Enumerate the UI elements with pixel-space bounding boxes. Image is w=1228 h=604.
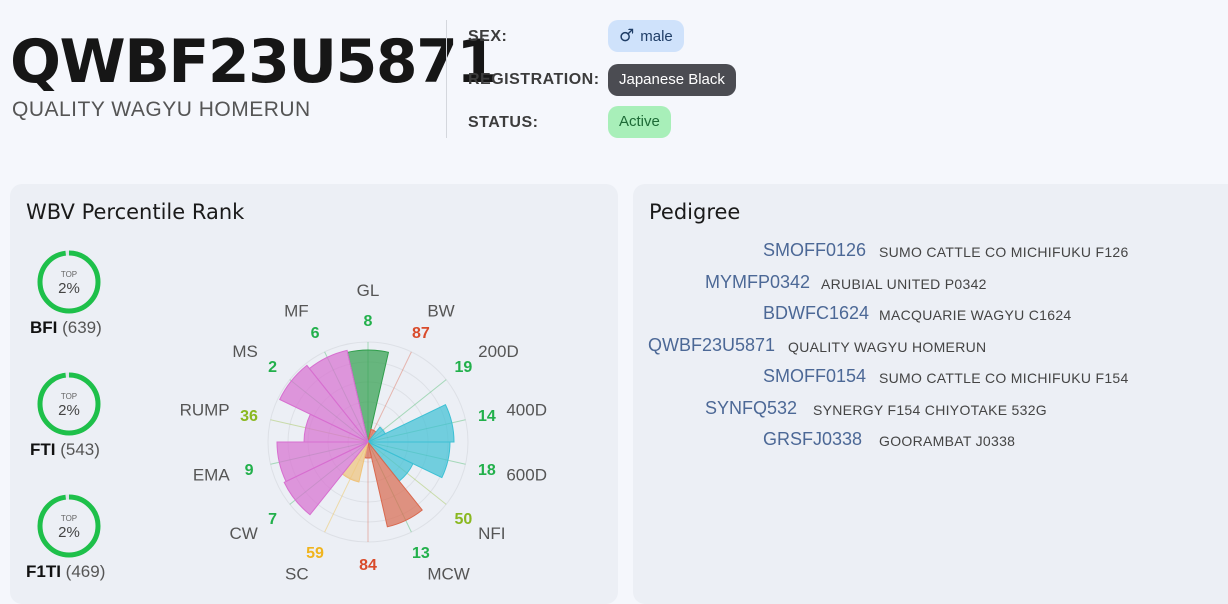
- pedigree-link[interactable]: BDWFC1624: [763, 303, 870, 323]
- radar-rank-ema: 9: [245, 462, 254, 479]
- pedigree-name: ARUBIAL UNITED P0342: [821, 276, 987, 292]
- pedigree-name: MACQUARIE WAGYU C1624: [879, 307, 1072, 323]
- index-caption: F1TI (469): [26, 562, 105, 582]
- radar-label-ema: EMA: [193, 465, 231, 484]
- index-value: (469): [60, 562, 106, 581]
- percentile-ring: TOP 2%: [35, 370, 103, 438]
- pedigree-name: SYNERGY F154 CHIYOTAKE 532G: [813, 402, 1048, 418]
- ring-top-label: TOP: [60, 392, 78, 401]
- radar-wedge-ms: [279, 364, 369, 443]
- radar-rank-mcw: 13: [412, 545, 430, 562]
- radar-rank-600d: 18: [478, 462, 496, 479]
- registration-label: REGISTRATION:: [468, 71, 600, 88]
- pedigree-link[interactable]: QWBF23U5871: [648, 335, 776, 355]
- pedigree-link[interactable]: MYMFP0342: [705, 272, 811, 292]
- pedigree-name: GOORAMBAT J0338: [879, 433, 1016, 449]
- radar-label-gl: GL: [357, 281, 380, 300]
- radar-rank-bw: 87: [412, 325, 430, 342]
- pedigree-link[interactable]: SYNFQ532: [705, 398, 798, 418]
- sex-value: male: [640, 28, 673, 45]
- radar-label-sc: SC: [285, 565, 309, 584]
- radar-rank-rump: 36: [240, 408, 258, 425]
- pedigree-link[interactable]: GRSFJ0338: [763, 429, 863, 449]
- pedigree-name: SUMO CATTLE CO MICHIFUKU F154: [879, 370, 1129, 386]
- ring-top-label: TOP: [60, 270, 78, 279]
- index-code: BFI: [30, 318, 58, 337]
- percentile-ring: TOP 2%: [35, 248, 103, 316]
- radar-label-ms: MS: [232, 342, 258, 361]
- ring-percent: 2%: [58, 524, 80, 541]
- pedigree-card-title: Pedigree: [649, 200, 741, 224]
- wbv-percentile-card: WBV Percentile Rank TOP 2% BFI (639) TOP 2% F…: [10, 184, 618, 604]
- radar-label-600d: 600D: [506, 465, 547, 484]
- wbv-card-title: WBV Percentile Rank: [26, 200, 245, 224]
- ring-percent: 2%: [58, 402, 80, 419]
- percentile-ring: TOP 2%: [35, 492, 103, 560]
- radar-label-mf: MF: [284, 301, 309, 320]
- radar-wedge-mf: [308, 349, 369, 443]
- index-value: (639): [57, 318, 102, 337]
- radar-rank-ms: 2: [268, 359, 277, 376]
- index-code: F1TI: [26, 562, 61, 581]
- animal-name-subtitle: QUALITY WAGYU HOMERUN: [12, 98, 311, 121]
- radar-label-nfi: NFI: [478, 524, 505, 543]
- status-label: STATUS:: [468, 114, 539, 131]
- radar-rank-nfi: 50: [454, 511, 472, 528]
- ring-top-label: TOP: [60, 514, 78, 523]
- radar-label-cw: CW: [230, 524, 258, 543]
- radar-rank-200d: 19: [454, 359, 472, 376]
- animal-id-title: QWBF23U5871: [10, 27, 498, 97]
- radar-wedge-400d: [367, 404, 455, 443]
- radar-label-400d: 400D: [506, 401, 547, 420]
- index-caption: FTI (543): [30, 440, 100, 460]
- index-value: (543): [55, 440, 100, 459]
- radar-rank-200dm: 84: [359, 557, 377, 574]
- radar-wedge-cw: [283, 441, 369, 516]
- ring-percent: 2%: [58, 280, 80, 297]
- index-caption: BFI (639): [30, 318, 102, 338]
- radar-spoke: [367, 351, 412, 443]
- registration-badge: Japanese Black: [608, 64, 736, 96]
- radar-label-bw: BW: [427, 301, 454, 320]
- radar-rank-cw: 7: [268, 511, 277, 528]
- radar-wedge-ema: [276, 441, 369, 483]
- radar-rank-sc: 59: [306, 545, 324, 562]
- radar-rank-gl: 8: [364, 313, 373, 330]
- sex-badge: ♂ male: [608, 20, 684, 52]
- pedigree-name: SUMO CATTLE CO MICHIFUKU F126: [879, 244, 1129, 260]
- radar-grid-ring: [267, 341, 469, 543]
- wbv-radar-chart: 8GL87BW19200D14400D18600D50NFI13MCW84200…: [180, 281, 547, 584]
- header-divider: [446, 20, 447, 138]
- pedigree-link[interactable]: SMOFF0154: [763, 366, 867, 386]
- radar-rank-mf: 6: [311, 325, 320, 342]
- pedigree-card: Pedigree SMOFF0126 SUMO CATTLE CO MICHIFU…: [633, 184, 1228, 604]
- radar-wedge-600d: [367, 441, 451, 479]
- status-badge: Active: [608, 106, 671, 138]
- radar-label-mcw: MCW: [427, 565, 469, 584]
- pedigree-link[interactable]: SMOFF0126: [763, 240, 867, 260]
- male-symbol-icon: ♂: [619, 26, 635, 46]
- radar-wedge-mcw: [367, 441, 423, 528]
- radar-label-rump: RUMP: [180, 401, 230, 420]
- sex-label: SEX:: [468, 28, 508, 45]
- radar-label-200d: 200D: [478, 342, 519, 361]
- radar-rank-400d: 14: [478, 408, 496, 425]
- index-code: FTI: [30, 440, 56, 459]
- pedigree-name: QUALITY WAGYU HOMERUN: [788, 339, 987, 355]
